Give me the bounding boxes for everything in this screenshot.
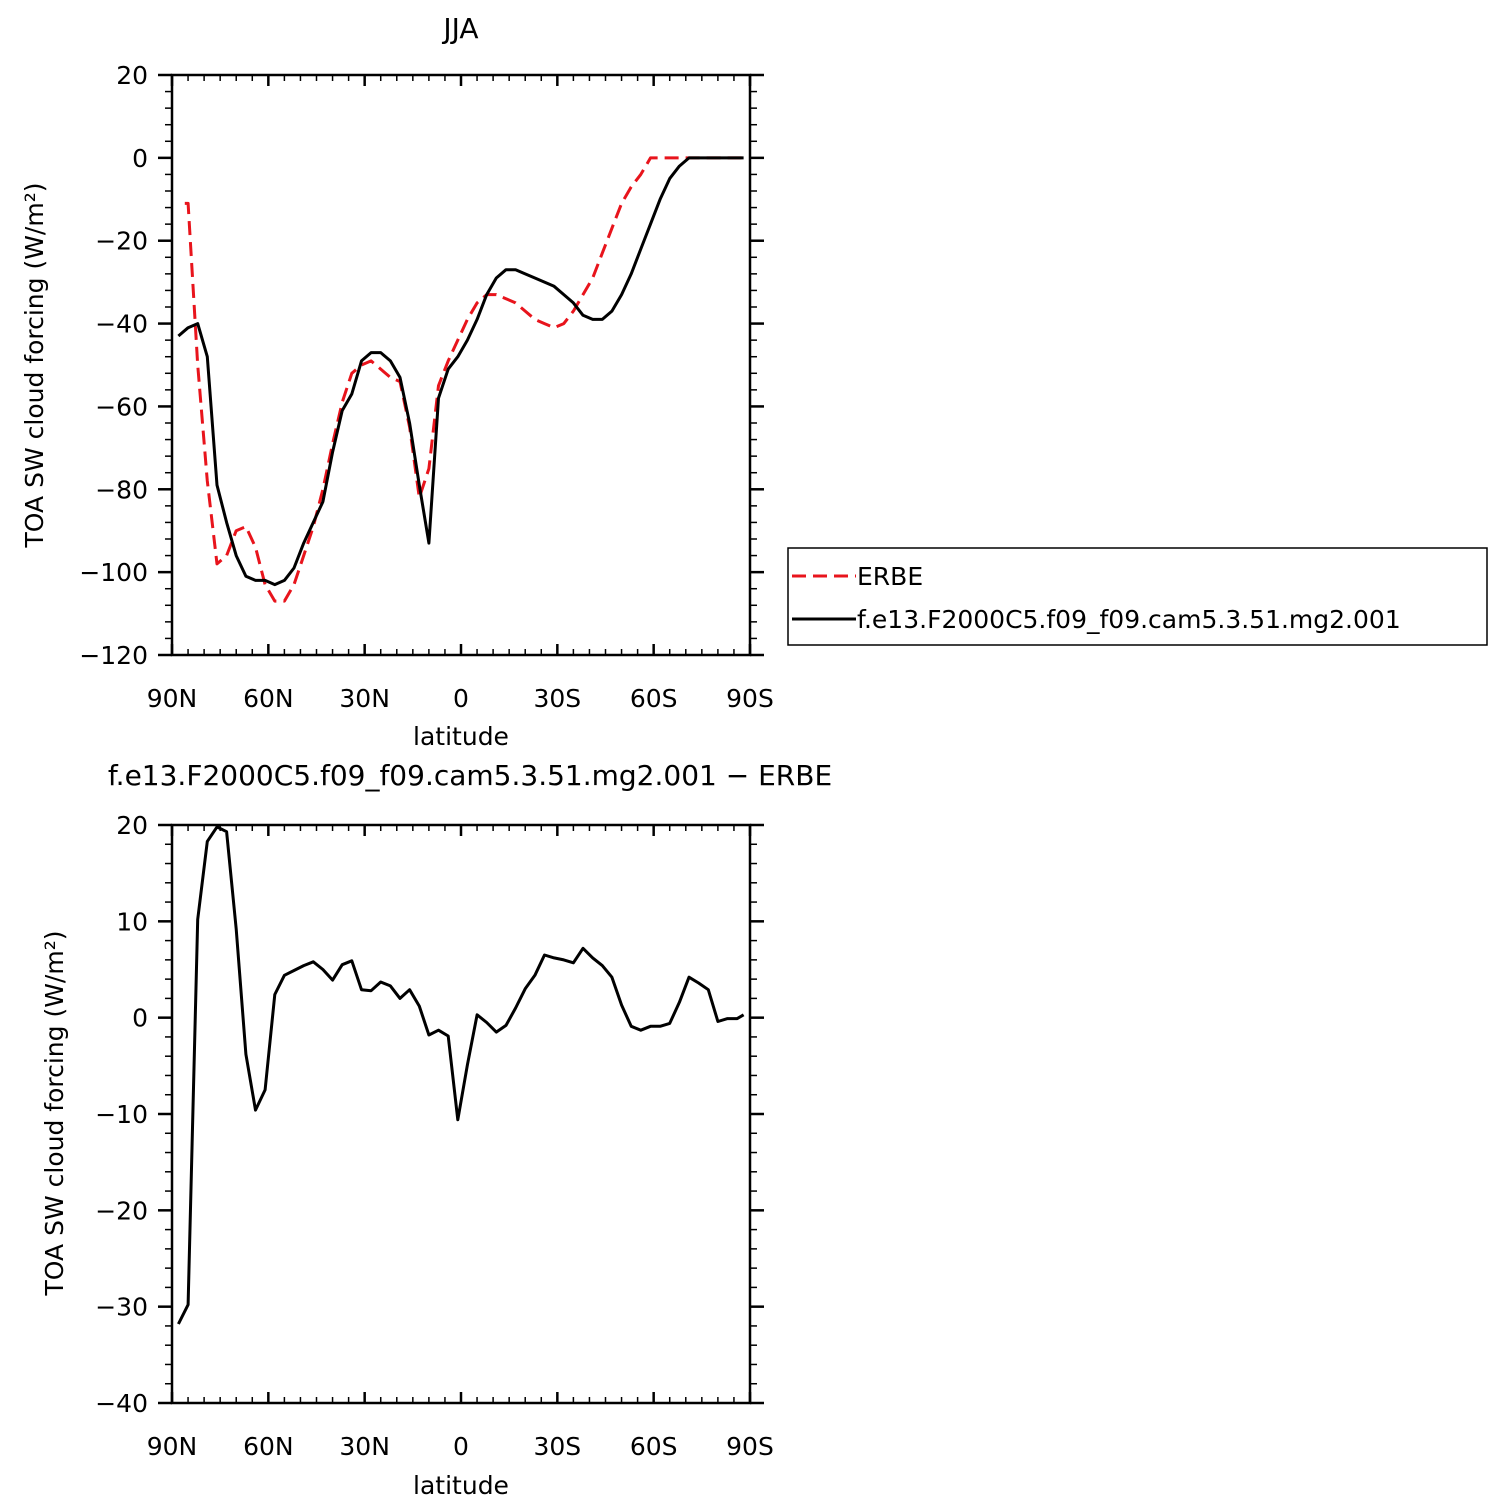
y-tick-label: −10 bbox=[95, 1100, 148, 1129]
bottom-axis-ticks bbox=[158, 823, 764, 1405]
top-panel: JJA 20 0 −20 −40 −60 −80 −100 −120 90N 60N 30N 0 30… bbox=[20, 12, 774, 751]
y-tick-label: −40 bbox=[95, 310, 148, 339]
legend-frame bbox=[787, 547, 1488, 646]
y-tick-label: 0 bbox=[132, 1004, 148, 1033]
top-x-tick-labels: 90N 60N 30N 0 30S 60S 90S bbox=[147, 684, 774, 713]
x-tick-label: 60S bbox=[630, 1432, 678, 1461]
bottom-x-tick-labels: 90N 60N 30N 0 30S 60S 90S bbox=[147, 1432, 774, 1461]
y-tick-label: 10 bbox=[116, 907, 148, 936]
y-tick-label: −30 bbox=[95, 1293, 148, 1322]
top-plot-frame bbox=[170, 73, 752, 657]
x-tick-label: 90S bbox=[726, 684, 774, 713]
y-tick-label: −100 bbox=[79, 558, 148, 587]
y-tick-label: −20 bbox=[95, 227, 148, 256]
bottom-series-lines bbox=[177, 825, 745, 1325]
top-axis-ticks bbox=[158, 73, 764, 657]
y-tick-label: 20 bbox=[116, 61, 148, 90]
y-tick-label: −60 bbox=[95, 392, 148, 421]
x-tick-label: 60S bbox=[630, 684, 678, 713]
bottom-y-axis-title: TOA SW cloud forcing (W/m²) bbox=[40, 931, 69, 1297]
x-tick-label: 90S bbox=[726, 1432, 774, 1461]
x-tick-label: 30S bbox=[533, 1432, 581, 1461]
top-series-lines bbox=[177, 156, 744, 603]
legend-label-erbe: ERBE bbox=[857, 562, 923, 591]
bottom-x-axis-title: latitude bbox=[413, 1471, 509, 1500]
x-tick-label: 90N bbox=[147, 684, 198, 713]
x-tick-label: 0 bbox=[453, 684, 469, 713]
bottom-plot-frame bbox=[170, 823, 752, 1405]
legend-label-model: f.e13.F2000C5.f09_f09.cam5.3.51.mg2.001 bbox=[857, 605, 1401, 634]
top-y-tick-labels: 20 0 −20 −40 −60 −80 −100 −120 bbox=[79, 61, 148, 670]
x-tick-label: 0 bbox=[453, 1432, 469, 1461]
top-chart-title: JJA bbox=[441, 12, 478, 45]
x-tick-label: 90N bbox=[147, 1432, 198, 1461]
bottom-y-tick-labels: 20 10 0 −10 −20 −30 −40 bbox=[95, 811, 148, 1418]
y-tick-label: −40 bbox=[95, 1389, 148, 1418]
x-tick-label: 30N bbox=[339, 684, 390, 713]
x-tick-label: 60N bbox=[243, 684, 294, 713]
y-tick-label: 0 bbox=[132, 144, 148, 173]
y-tick-label: −120 bbox=[79, 641, 148, 670]
y-tick-label: −20 bbox=[95, 1196, 148, 1225]
model-series-line bbox=[177, 156, 744, 587]
difference-series-line bbox=[177, 825, 745, 1325]
x-tick-label: 60N bbox=[243, 1432, 294, 1461]
x-tick-label: 30S bbox=[533, 684, 581, 713]
x-tick-label: 30N bbox=[339, 1432, 390, 1461]
y-tick-label: −80 bbox=[95, 475, 148, 504]
bottom-panel: f.e13.F2000C5.f09_f09.cam5.3.51.mg2.001 … bbox=[40, 759, 832, 1500]
y-tick-label: 20 bbox=[116, 811, 148, 840]
erbe-series-line bbox=[184, 156, 744, 603]
bottom-chart-title: f.e13.F2000C5.f09_f09.cam5.3.51.mg2.001 … bbox=[108, 759, 832, 792]
legend: ERBE f.e13.F2000C5.f09_f09.cam5.3.51.mg2… bbox=[787, 547, 1488, 646]
top-y-axis-title: TOA SW cloud forcing (W/m²) bbox=[20, 183, 49, 549]
top-x-axis-title: latitude bbox=[413, 722, 509, 751]
